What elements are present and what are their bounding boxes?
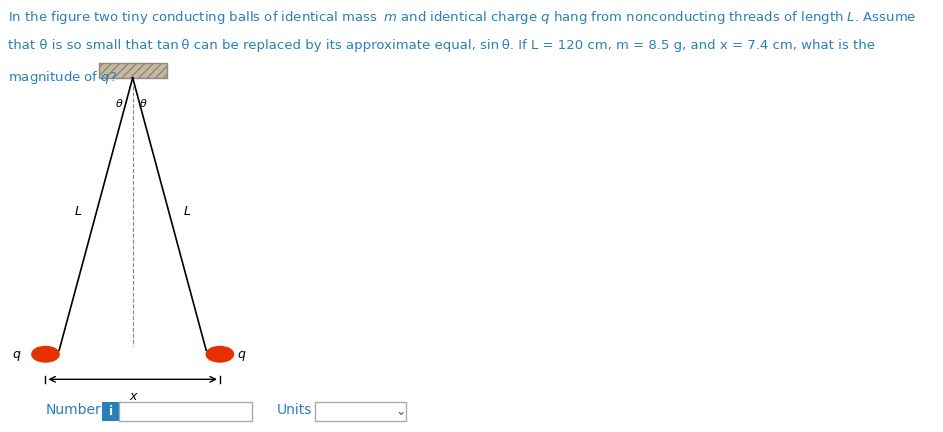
Bar	[99, 63, 167, 78]
Text: x: x	[129, 390, 137, 403]
Text: θ: θ	[140, 98, 147, 109]
FancyBboxPatch shape	[103, 402, 119, 421]
Text: q: q	[12, 348, 21, 361]
Circle shape	[207, 346, 234, 362]
Text: that θ is so small that tan θ can be replaced by its approximate equal, sin θ. I: that θ is so small that tan θ can be rep…	[8, 39, 874, 52]
Text: magnitude of $q$?: magnitude of $q$?	[8, 69, 117, 86]
Text: q: q	[238, 348, 245, 361]
FancyBboxPatch shape	[119, 402, 252, 421]
Text: θ: θ	[116, 98, 123, 109]
Text: L: L	[74, 205, 81, 218]
FancyBboxPatch shape	[315, 402, 405, 421]
Text: ⌄: ⌄	[395, 405, 405, 418]
Text: Units: Units	[276, 403, 312, 417]
Text: Number: Number	[45, 403, 101, 417]
Text: In the figure two tiny conducting balls of identical mass  $m$ and identical cha: In the figure two tiny conducting balls …	[8, 9, 916, 25]
Text: i: i	[108, 405, 113, 418]
Circle shape	[32, 346, 59, 362]
Text: L: L	[184, 205, 191, 218]
